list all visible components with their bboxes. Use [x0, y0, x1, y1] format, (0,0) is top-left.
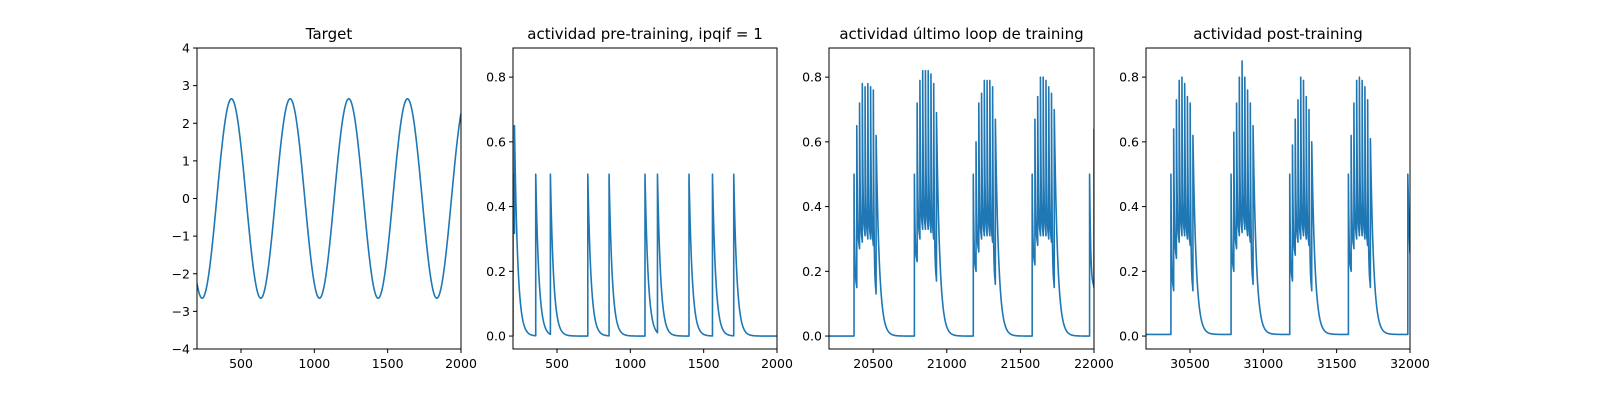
subplot-post-training: 30500 31000 31500 32000 0.0 0.2 0.4 0.6 0.8 activ…: [1119, 25, 1430, 371]
x-tick-label: 20500: [853, 356, 893, 371]
x-tick-label: 2000: [445, 356, 477, 371]
y-tick-label: 0.4: [802, 199, 822, 214]
y-tick-label: 0.8: [486, 70, 506, 85]
series-line-0: [1146, 60, 1410, 336]
y-tick-label: 0.6: [802, 134, 822, 149]
x-tick-label: 31500: [1317, 356, 1357, 371]
y-tick-label: 3: [182, 78, 190, 93]
axes-frame: [512, 47, 778, 350]
subplot-target: 500 1000 1500 2000 −4 −3 −2 −1 0 1 2 3 4 Target: [172, 25, 477, 371]
subplot-title: actividad último loop de training: [839, 25, 1083, 43]
y-tick-label: 0.6: [486, 134, 506, 149]
series-line-0: [513, 124, 777, 337]
x-tick-label: 31000: [1243, 356, 1283, 371]
x-tick-label: 32000: [1390, 356, 1430, 371]
subplot-pre-training: 500 1000 1500 2000 0.0 0.2 0.4 0.6 0.8 actividad …: [486, 25, 793, 371]
subplot-last-training-loop: 20500 21000 21500 22000 0.0 0.2 0.4 0.6 0.8 activ…: [802, 25, 1114, 371]
y-tick-label: 0.0: [802, 329, 822, 344]
x-tick-label: 2000: [761, 356, 793, 371]
y-tick-label: 0.2: [802, 264, 822, 279]
y-tick-label: −3: [172, 304, 190, 319]
y-tick-label: 2: [182, 116, 190, 131]
x-tick-label: 22000: [1074, 356, 1114, 371]
x-tick-label: 21500: [1001, 356, 1041, 371]
y-tick-label: 0.0: [1119, 329, 1139, 344]
y-tick-label: 0.0: [486, 329, 506, 344]
subplot-title: Target: [305, 25, 353, 43]
axes-frame: [1145, 47, 1411, 350]
y-tick-label: 0.8: [1119, 70, 1139, 85]
y-tick-label: 1: [182, 153, 190, 168]
y-tick-label: 0: [182, 191, 190, 206]
y-tick-label: 4: [182, 41, 190, 56]
y-tick-label: 0.2: [486, 264, 506, 279]
x-tick-label: 1500: [372, 356, 404, 371]
x-tick-label: 21000: [927, 356, 967, 371]
axes-frame: [828, 47, 1095, 350]
y-tick-label: −1: [172, 229, 190, 244]
y-tick-label: 0.6: [1119, 134, 1139, 149]
x-tick-label: 1000: [298, 356, 330, 371]
y-tick-label: 0.2: [1119, 264, 1139, 279]
y-tick-label: 0.4: [1119, 199, 1139, 214]
y-tick-label: 0.4: [486, 199, 506, 214]
series-line-0: [197, 98, 461, 299]
x-tick-label: 500: [229, 356, 253, 371]
y-tick-label: −4: [172, 342, 190, 357]
x-tick-label: 1500: [688, 356, 720, 371]
y-tick-label: 0.8: [802, 70, 822, 85]
subplot-title: actividad post-training: [1193, 25, 1362, 43]
x-tick-label: 30500: [1170, 356, 1210, 371]
subplot-title: actividad pre-training, ipqif = 1: [527, 25, 763, 43]
y-tick-label: −2: [172, 266, 190, 281]
series-line-0: [829, 69, 1094, 337]
x-tick-label: 500: [545, 356, 569, 371]
x-tick-label: 1000: [614, 356, 646, 371]
